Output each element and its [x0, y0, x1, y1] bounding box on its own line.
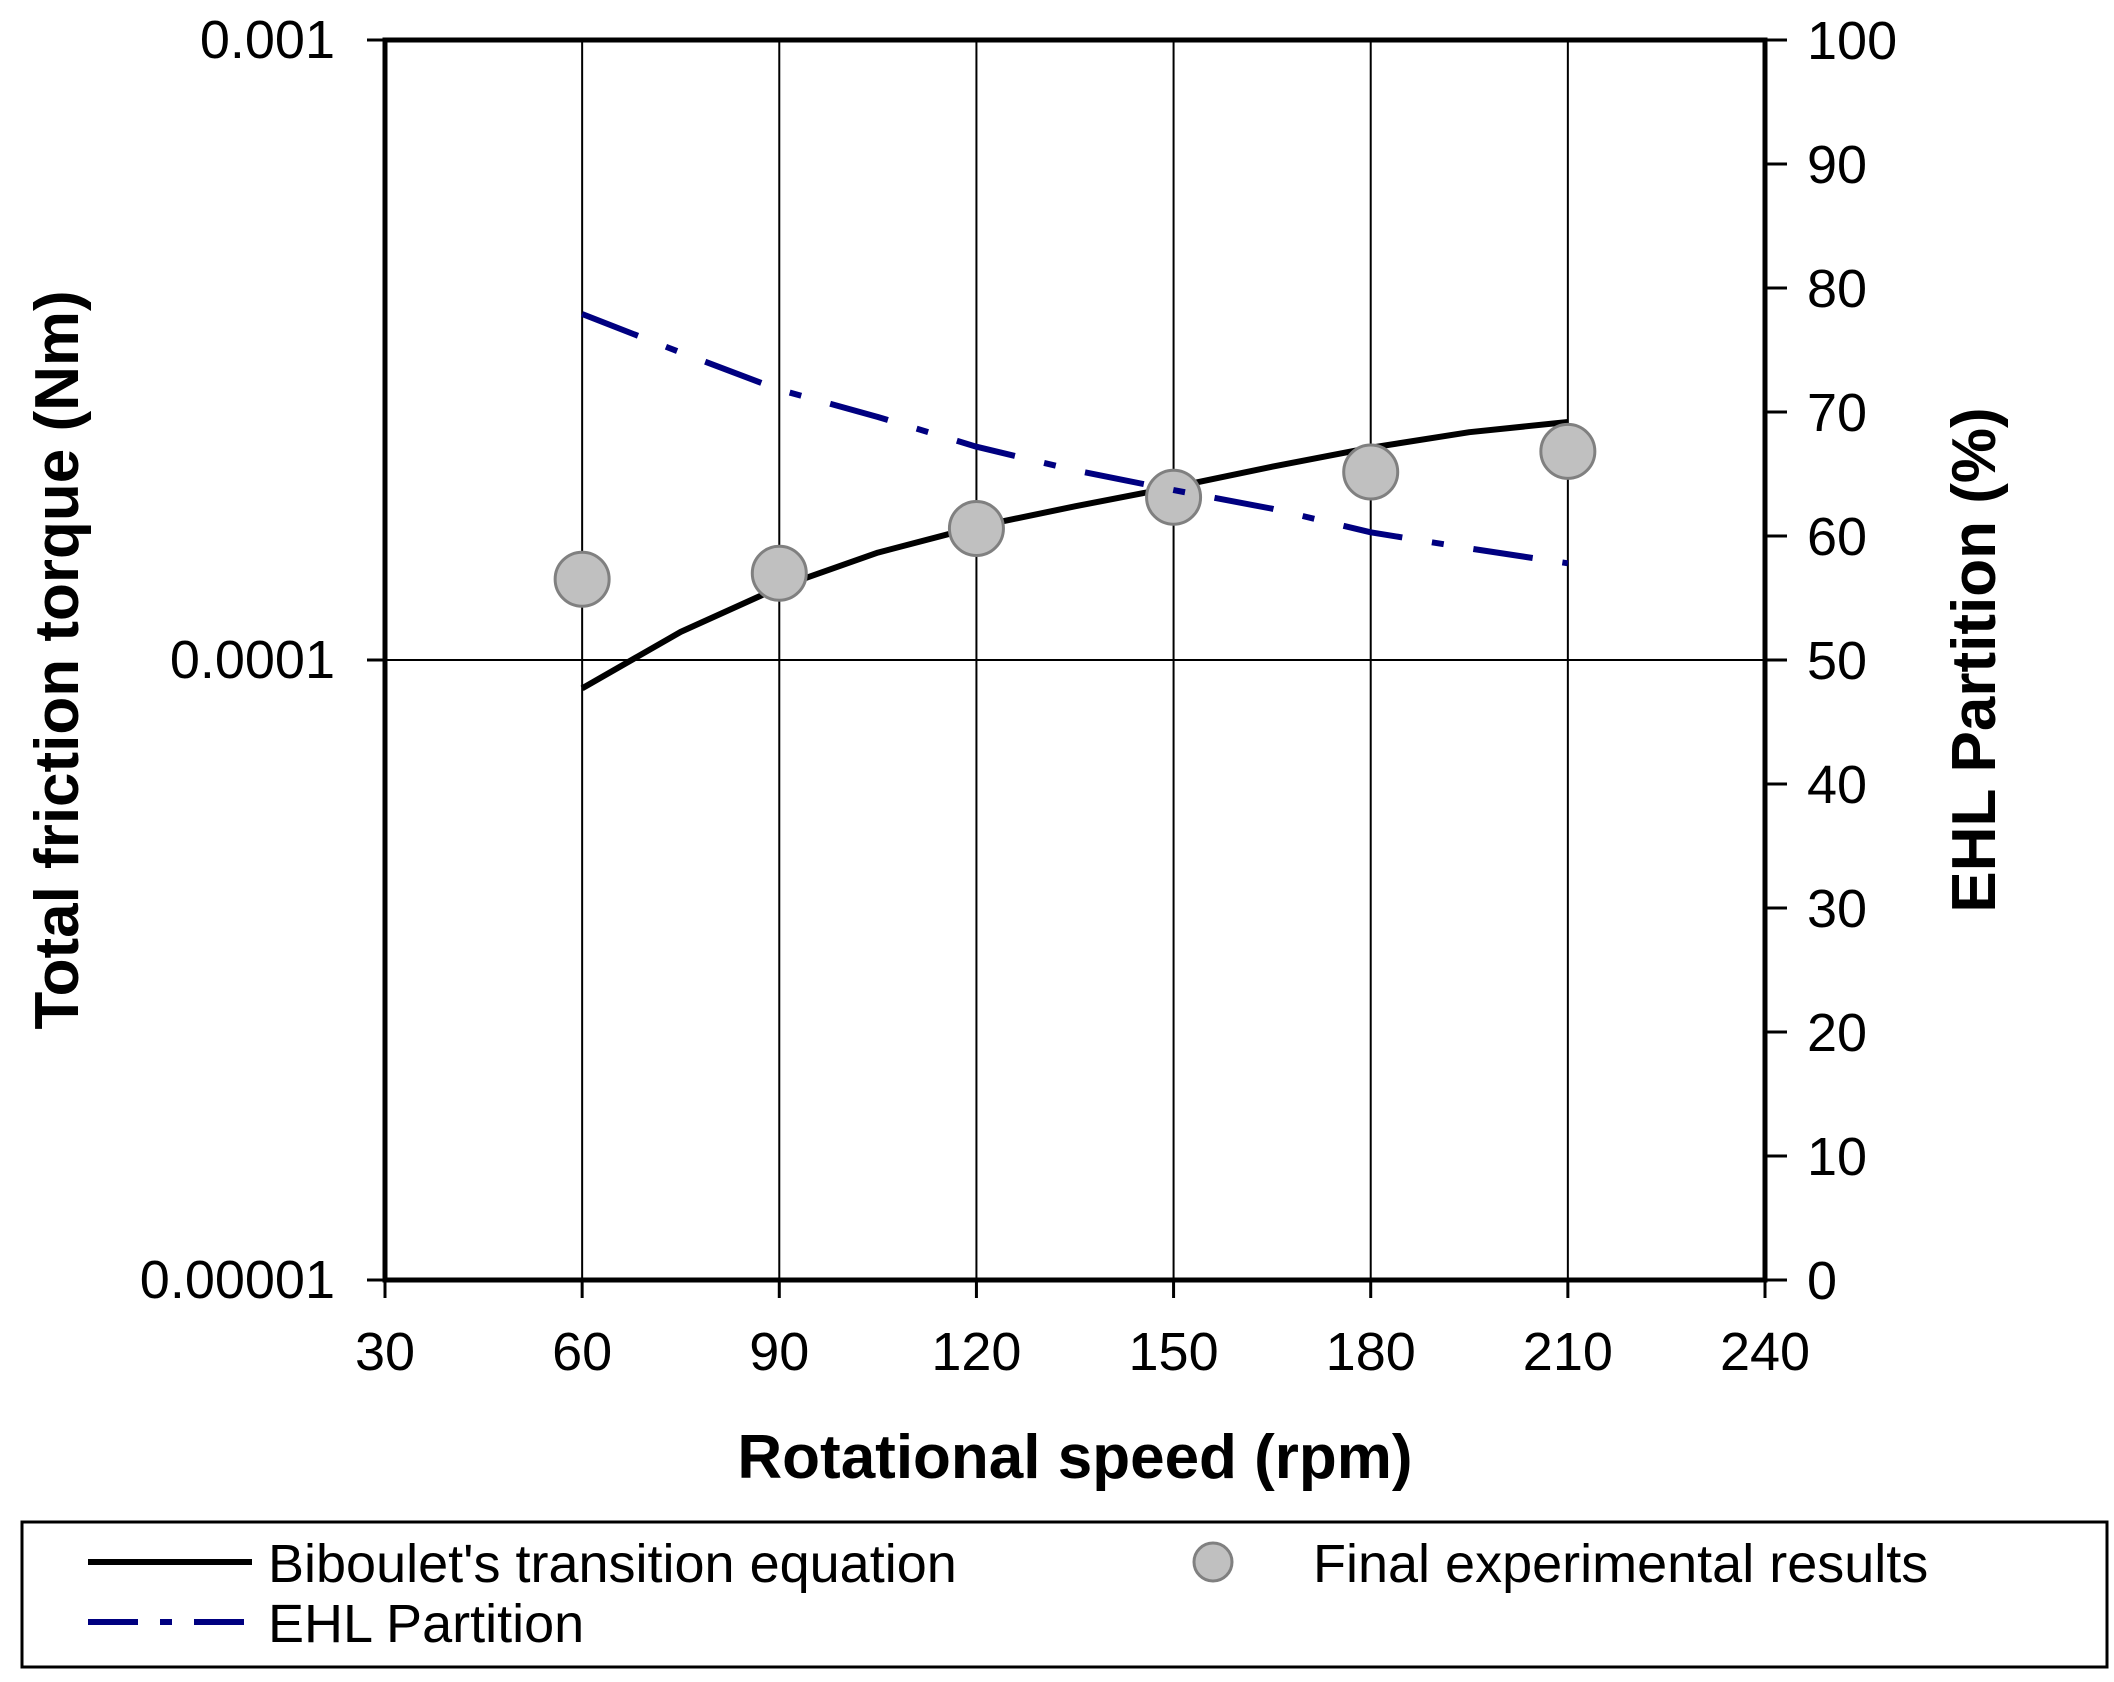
- series-line-ehl-partition: [581, 311, 1569, 567]
- y-right-tick-label-30: 30: [1807, 879, 1867, 939]
- x-tick-label-90: 90: [749, 1322, 809, 1382]
- legend: Biboulet's transition equation Final exp…: [20, 1520, 2109, 1669]
- y-right-tick-label-70: 70: [1807, 383, 1867, 443]
- x-tick-label-60: 60: [552, 1322, 612, 1382]
- x-tick-label-120: 120: [931, 1322, 1021, 1382]
- y-left-tick-label-0: 0.00001: [140, 1250, 335, 1310]
- x-tick-label-150: 150: [1129, 1322, 1219, 1382]
- y-right-tick-label-60: 60: [1807, 507, 1867, 567]
- x-tick-label-180: 180: [1326, 1322, 1416, 1382]
- y-right-tick-label-10: 10: [1807, 1127, 1867, 1187]
- legend-label-experimental: Final experimental results: [1313, 1534, 1928, 1594]
- x-tick-label-30: 30: [355, 1322, 415, 1382]
- experimental-point-210: [1539, 422, 1597, 480]
- y-right-tick-label-40: 40: [1807, 755, 1867, 815]
- experimental-point-90: [750, 544, 808, 602]
- legend-label-ehl: EHL Partition: [268, 1594, 584, 1654]
- legend-label-biboulet: Biboulet's transition equation: [268, 1534, 957, 1594]
- experimental-point-150: [1145, 468, 1203, 526]
- y-right-tick-label-50: 50: [1807, 631, 1867, 691]
- x-tick-label-210: 210: [1523, 1322, 1613, 1382]
- series-line-biboulet-s-transition-equation: [580, 419, 1569, 692]
- experimental-point-180: [1342, 443, 1400, 501]
- y-right-tick-label-80: 80: [1807, 259, 1867, 319]
- y-axis-title-left: Total friction torque (Nm): [23, 290, 92, 1029]
- y-left-tick-label-1: 0.0001: [170, 630, 335, 690]
- y-right-tick-label-100: 100: [1807, 11, 1897, 71]
- experimental-point-120: [947, 499, 1005, 557]
- y-right-tick-label-20: 20: [1807, 1003, 1867, 1063]
- tick-layer: 30 60 90 120 150 180 210 240 0.00001 0.0001 0.001 0…: [140, 10, 1897, 1382]
- y-axis-title-right: EHL Partition (%): [1940, 407, 2009, 912]
- y-right-tick-label-90: 90: [1807, 135, 1867, 195]
- series-layer: [553, 311, 1597, 692]
- y-left-tick-label-2: 0.001: [200, 10, 335, 70]
- y-right-tick-label-0: 0: [1807, 1251, 1837, 1311]
- experimental-point-60: [553, 550, 611, 608]
- grid-layer: [385, 40, 1765, 1280]
- legend-swatch-experimental: [1192, 1541, 1234, 1583]
- x-tick-label-240: 240: [1720, 1322, 1810, 1382]
- legend-frame: [20, 1520, 2109, 1669]
- x-axis-title: Rotational speed (rpm): [737, 1423, 1412, 1492]
